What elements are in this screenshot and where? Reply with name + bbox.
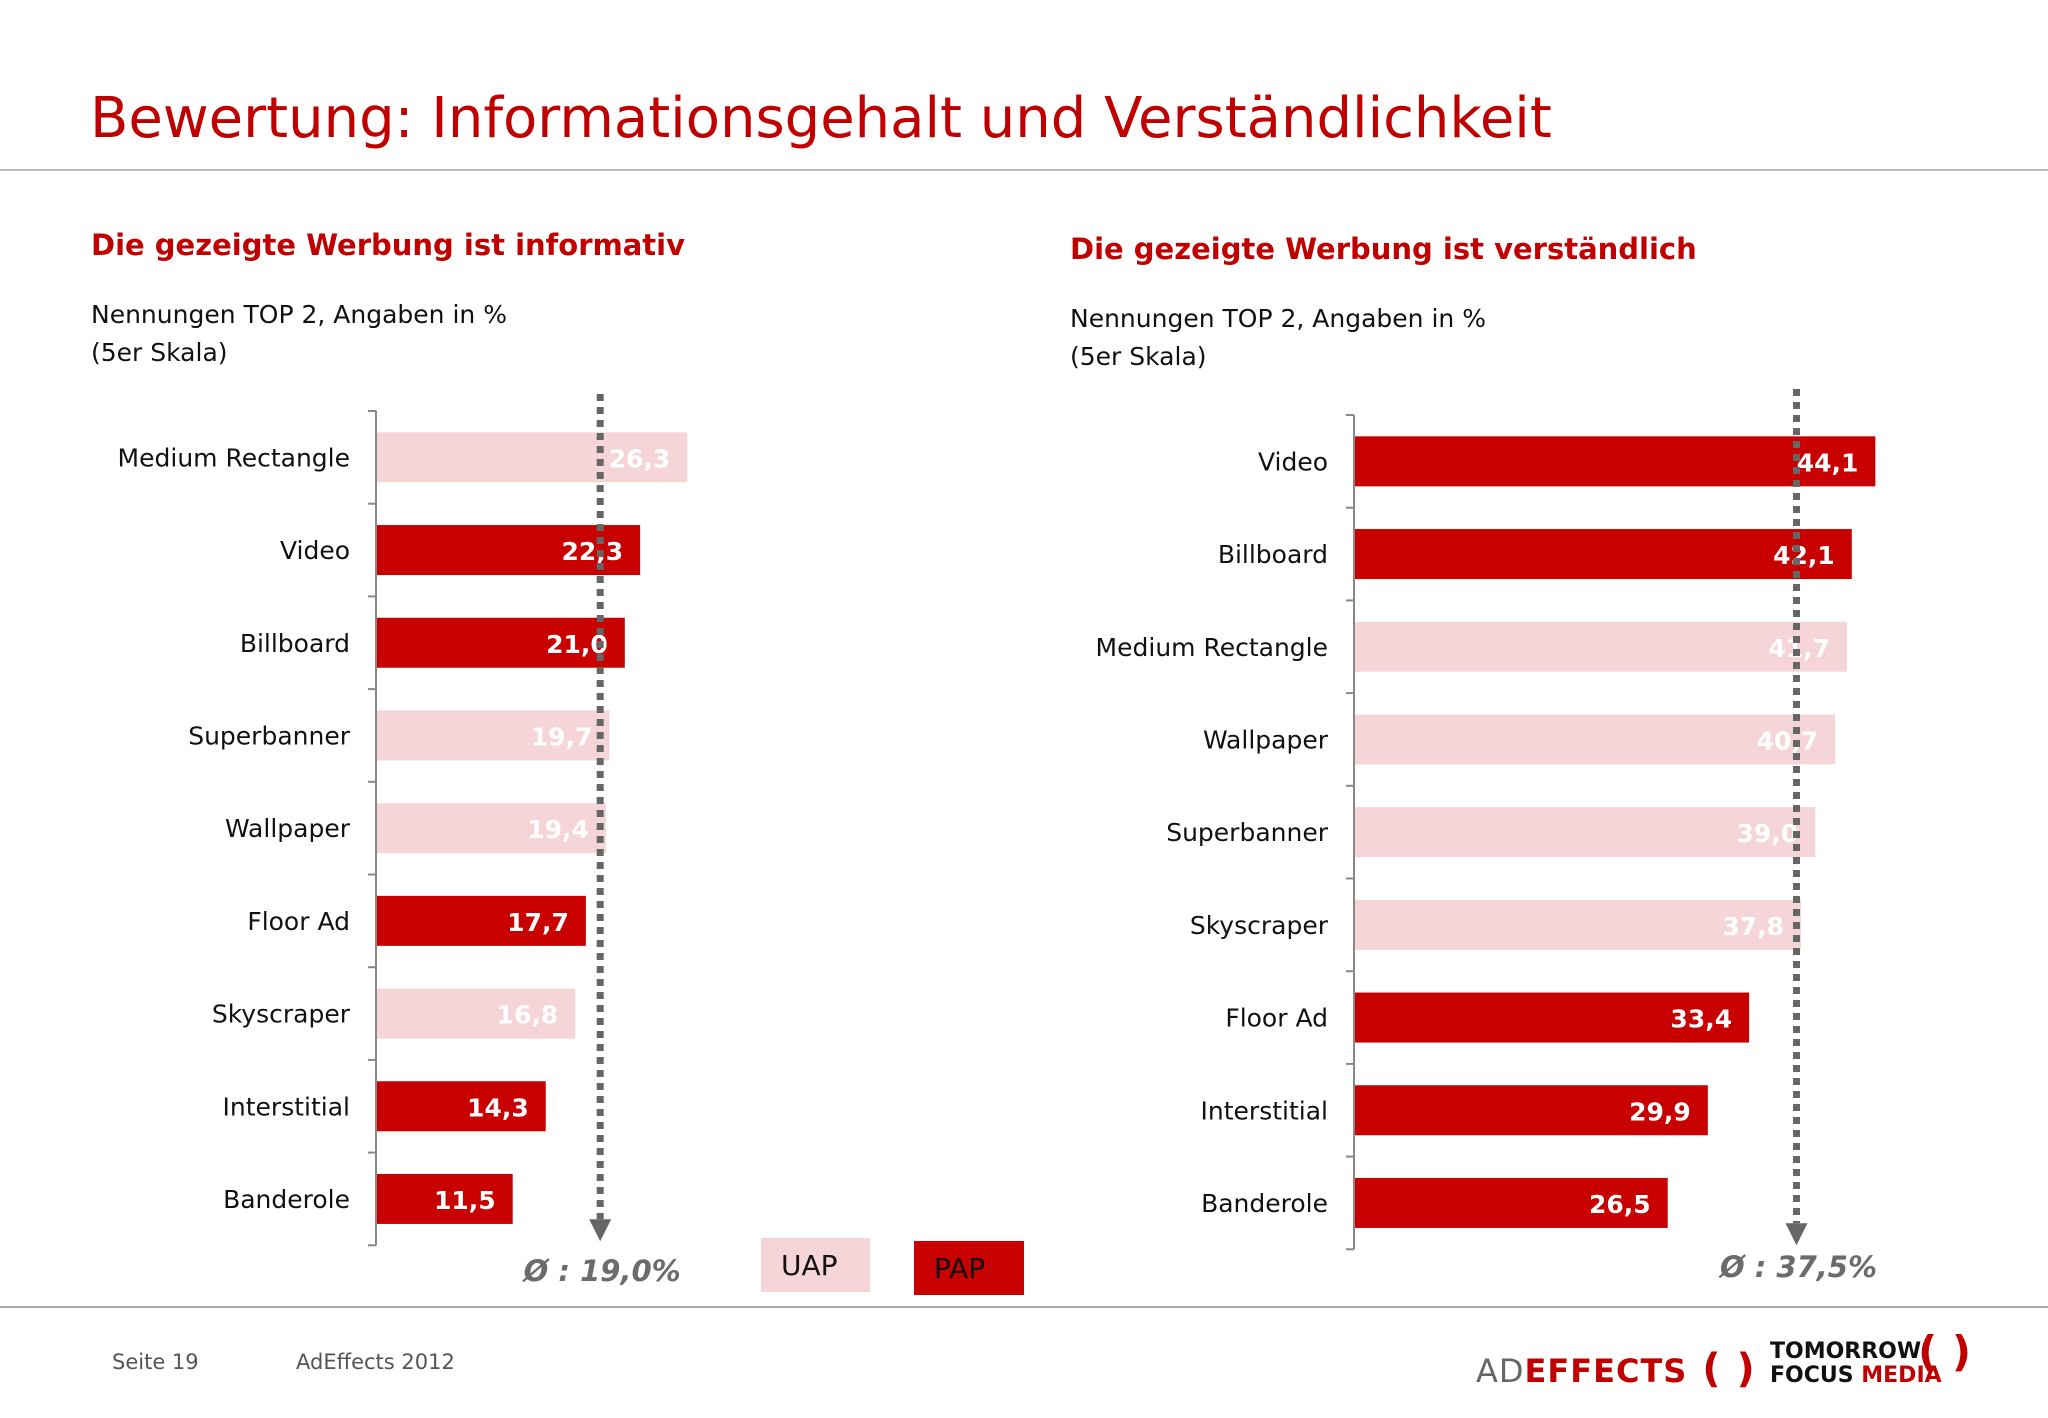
tomorrow-focus-logo: TOMORROW FOCUS MEDIA ( ) (1770, 1327, 1972, 1388)
bar-pap (1355, 436, 1876, 487)
bar-pap (377, 617, 625, 668)
data-label: 44,1 (1797, 448, 1859, 477)
chart-left-title: Die gezeigte Werbung ist informativ (91, 228, 685, 262)
footer-source: AdEffects 2012 (296, 1350, 455, 1374)
category-label: Wallpaper (1203, 725, 1329, 754)
data-label: 39,0 (1737, 819, 1799, 848)
chart-left-note: Nennungen TOP 2, Angaben in % (5er Skala… (91, 296, 507, 372)
category-label: Video (1258, 447, 1328, 476)
data-label: 19,7 (531, 722, 593, 751)
data-label: 17,7 (507, 908, 569, 937)
bar-pap (377, 1081, 546, 1132)
average-arrow (589, 1219, 612, 1242)
legend-label: UAP (781, 1248, 838, 1282)
data-label: 42,1 (1773, 541, 1835, 570)
data-label: 29,9 (1629, 1097, 1691, 1126)
bar-uap (1355, 807, 1816, 858)
category-label: Skyscraper (1190, 911, 1329, 940)
bar-pap (1355, 992, 1750, 1043)
category-label: Interstitial (223, 1092, 350, 1121)
bar-uap (1355, 621, 1848, 672)
average-label: Ø : 37,5% (1718, 1250, 1877, 1284)
data-label: 26,3 (609, 444, 671, 473)
average-arrow (1785, 1223, 1808, 1246)
bar-uap (377, 988, 576, 1039)
chart-right-note: Nennungen TOP 2, Angaben in % (5er Skala… (1070, 300, 1486, 376)
category-label: Banderole (1201, 1189, 1328, 1218)
bar-uap (377, 710, 610, 761)
data-label: 22,3 (561, 537, 623, 566)
category-label: Medium Rectangle (118, 443, 350, 472)
bar-pap (1355, 529, 1852, 580)
legend-pap: PAP (914, 1241, 1024, 1295)
category-label: Medium Rectangle (1096, 633, 1328, 662)
note-line: (5er Skala) (91, 338, 228, 367)
chart-right-title: Die gezeigte Werbung ist verständlich (1070, 232, 1697, 266)
footer-divider (0, 1306, 2048, 1308)
data-label: 14,3 (467, 1093, 529, 1122)
category-label: Video (280, 536, 350, 565)
data-label: 16,8 (497, 1001, 559, 1030)
bar-pap (377, 895, 586, 946)
bar-uap (377, 432, 688, 483)
category-label: Wallpaper (225, 814, 351, 843)
category-label: Billboard (240, 629, 350, 658)
bar-uap (377, 803, 606, 854)
legend-label: PAP (934, 1251, 986, 1285)
note-line: Nennungen TOP 2, Angaben in % (1070, 304, 1486, 333)
page-title: Bewertung: Informationsgehalt und Verstä… (90, 86, 1552, 151)
bar-uap (1355, 899, 1802, 950)
bar-pap (377, 525, 641, 576)
category-label: Skyscraper (212, 1000, 351, 1029)
title-divider (0, 169, 2048, 171)
category-label: Superbanner (1166, 818, 1329, 847)
bar-pap (1355, 1085, 1708, 1136)
category-label: Superbanner (188, 721, 351, 750)
data-label: 40,7 (1757, 726, 1819, 755)
category-label: Floor Ad (1225, 1004, 1328, 1033)
category-label: Interstitial (1201, 1096, 1328, 1125)
data-label: 11,5 (434, 1186, 496, 1215)
page-number: Seite 19 (112, 1350, 199, 1374)
adeffects-logo: ADEFFECTS ( ) (1476, 1346, 1756, 1392)
legend-uap: UAP (761, 1238, 870, 1292)
data-label: 26,5 (1589, 1190, 1651, 1219)
category-label: Billboard (1218, 540, 1328, 569)
data-label: 37,8 (1722, 912, 1784, 941)
category-label: Banderole (223, 1185, 350, 1214)
bar-uap (1355, 714, 1836, 765)
data-label: 19,4 (527, 815, 589, 844)
data-label: 33,4 (1670, 1005, 1732, 1034)
category-label: Floor Ad (247, 907, 350, 936)
bar-pap (377, 1173, 513, 1224)
bar-pap (1355, 1177, 1668, 1228)
note-line: (5er Skala) (1070, 342, 1207, 371)
note-line: Nennungen TOP 2, Angaben in % (91, 300, 507, 329)
average-label: Ø : 19,0% (522, 1254, 681, 1288)
